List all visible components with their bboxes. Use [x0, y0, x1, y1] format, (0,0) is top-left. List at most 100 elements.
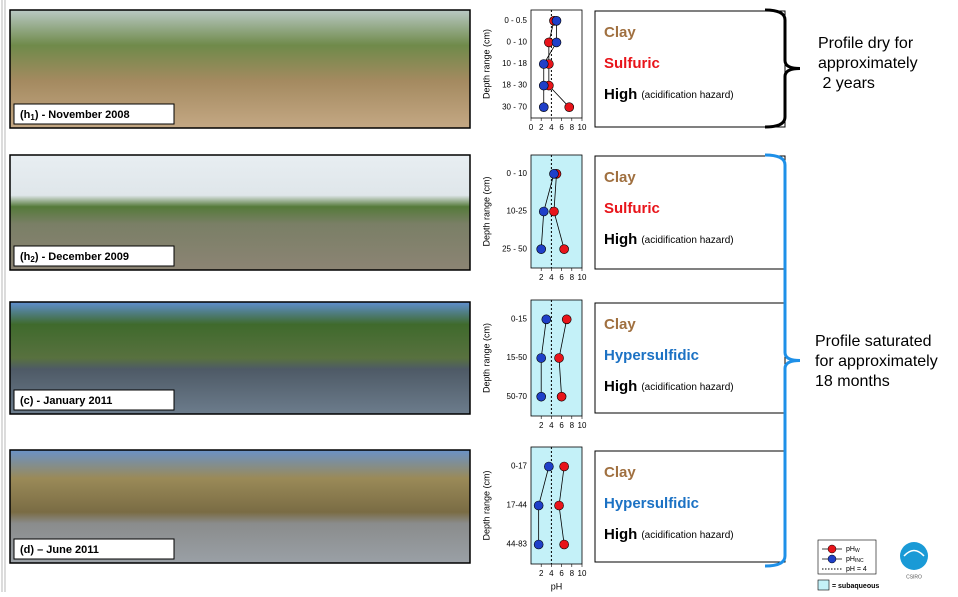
data-point [534, 540, 543, 549]
bracket-text: Profile dry for [818, 35, 914, 52]
photo-label: (c) - January 2011 [20, 395, 112, 407]
category-label: 15-50 [507, 353, 528, 362]
category-label: 50-70 [507, 392, 528, 401]
x-tick-label: 4 [549, 273, 554, 282]
data-point [552, 16, 561, 25]
y-axis-label: Depth range (cm) [481, 470, 491, 540]
data-point [539, 60, 548, 69]
category-label: 44-83 [507, 540, 528, 549]
x-tick-label: 0 [529, 123, 534, 132]
legend-label: pH = 4 [846, 566, 867, 573]
data-point [537, 245, 546, 254]
data-point [539, 81, 548, 90]
legend-name: pH [846, 556, 855, 563]
hazard-level: High [604, 231, 637, 248]
category-label: 0-15 [511, 314, 528, 323]
x-tick-label: 6 [559, 123, 564, 132]
subaqueous-swatch [818, 580, 829, 590]
legend-marker [828, 545, 836, 553]
category-label: 0 - 10 [507, 38, 528, 47]
data-point [560, 245, 569, 254]
data-point [557, 392, 566, 401]
data-point [552, 38, 561, 47]
data-point [555, 354, 564, 363]
photo-label: (d) – June 2011 [20, 544, 99, 556]
data-point [565, 103, 574, 112]
x-tick-label: 10 [578, 123, 587, 132]
data-point [537, 392, 546, 401]
data-point [542, 315, 551, 324]
x-tick-label: 10 [578, 273, 587, 282]
data-point [549, 169, 558, 178]
hazard-note: (acidification hazard) [641, 382, 733, 393]
x-tick-label: 2 [539, 123, 544, 132]
x-tick-label: 6 [559, 273, 564, 282]
x-tick-label: 8 [570, 273, 575, 282]
y-axis-label: Depth range (cm) [481, 323, 491, 393]
legend-marker [828, 555, 836, 563]
subaqueous-label: = subaqueous [832, 583, 879, 590]
x-tick-label: 8 [570, 569, 575, 578]
hazard-note: (acidification hazard) [641, 235, 733, 246]
hazard-note: (acidification hazard) [641, 90, 733, 101]
x-tick-label: 2 [539, 273, 544, 282]
category-label: 17-44 [507, 501, 528, 510]
x-tick-label: 8 [570, 123, 575, 132]
legend-name: pH [846, 546, 855, 553]
category-label: 0 - 0.5 [504, 16, 527, 25]
data-point [560, 540, 569, 549]
hazard-level: High [604, 378, 637, 395]
soil-texture: Clay [604, 464, 636, 481]
soil-texture: Clay [604, 169, 636, 186]
legend-sub: W [855, 548, 860, 554]
data-point [562, 315, 571, 324]
photo-label-text: (h [20, 109, 31, 121]
category-label: 18 - 30 [502, 81, 527, 90]
data-point [534, 501, 543, 510]
soil-class: Hypersulfidic [604, 495, 699, 512]
logo-text: CSIRO [906, 574, 922, 580]
hazard-note: (acidification hazard) [641, 530, 733, 541]
hazard-level: High [604, 86, 637, 103]
data-point [549, 207, 558, 216]
legend-sub: INC [855, 558, 864, 564]
photo-label-text: ) - November 2008 [35, 109, 130, 121]
category-label: 10-25 [507, 207, 528, 216]
x-tick-label: 10 [578, 421, 587, 430]
bracket-text: for approximately [815, 353, 938, 370]
soil-class: Sulfuric [604, 200, 660, 217]
bracket-text: 2 years [818, 75, 875, 92]
margin-decoration [2, 0, 5, 592]
x-axis-label: pH [551, 581, 563, 591]
y-axis-label: Depth range (cm) [481, 176, 491, 246]
y-axis-label: Depth range (cm) [481, 29, 491, 99]
photo-label-text: ) - December 2009 [35, 251, 129, 263]
x-tick-label: 2 [539, 569, 544, 578]
data-point [555, 501, 564, 510]
figure: (h1) - November 2008(h2) - December 2009… [0, 0, 958, 592]
soil-texture: Clay [604, 24, 636, 41]
bracket-text: 18 months [815, 373, 890, 390]
category-label: 25 - 50 [502, 244, 527, 253]
category-label: 10 - 18 [502, 59, 527, 68]
data-point [560, 462, 569, 471]
category-label: 0 - 10 [507, 169, 528, 178]
bracket-text: Profile saturated [815, 333, 932, 350]
x-tick-label: 6 [559, 421, 564, 430]
photo-label-text: (h [20, 251, 31, 263]
category-label: 30 - 70 [502, 102, 527, 111]
data-point [539, 103, 548, 112]
x-tick-label: 6 [559, 569, 564, 578]
category-label: 0-17 [511, 462, 528, 471]
x-tick-label: 4 [549, 421, 554, 430]
soil-class: Hypersulfidic [604, 347, 699, 364]
bracket-text: approximately [818, 55, 918, 72]
soil-texture: Clay [604, 316, 636, 333]
x-tick-label: 4 [549, 123, 554, 132]
photo-label-text: (d) – June 2011 [20, 544, 99, 556]
x-tick-label: 8 [570, 421, 575, 430]
hazard-level: High [604, 526, 637, 543]
x-tick-label: 10 [578, 569, 587, 578]
photo-label-text: (c) - January 2011 [20, 395, 112, 407]
soil-class: Sulfuric [604, 55, 660, 72]
